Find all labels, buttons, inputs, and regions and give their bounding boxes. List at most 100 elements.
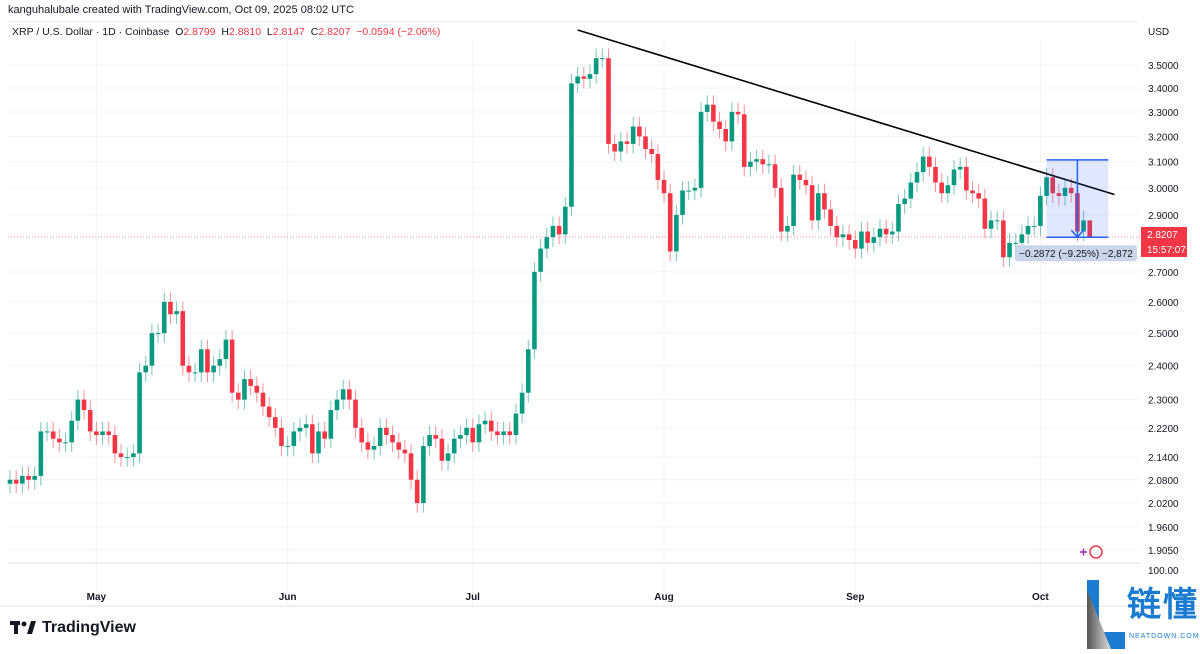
countdown-label: 15:57:07 [1147,245,1186,256]
neatdown-logo-icon [1087,580,1125,649]
currency-label: USD [1148,27,1169,38]
candle-body [1081,220,1086,232]
candle-body [279,427,284,446]
candle-body [402,449,408,454]
candle-body [908,182,914,199]
candle-body [883,228,889,235]
candle-body [945,185,951,194]
candle-body [741,114,747,167]
candle-body [458,435,463,439]
candle-body [347,389,352,400]
candle-body [414,479,420,504]
candle-body [32,475,37,480]
last-price-badge [1141,226,1187,257]
price-axis[interactable]: 3.5000 3.4000 3.3000 3.2000 3.1000 3.0000 2.90… [1141,27,1187,577]
candle-body [322,431,327,439]
candle-body [291,431,297,446]
candle-body [791,174,796,226]
price-tick-label: 2.6000 [1148,298,1179,309]
drawings[interactable]: −0.2872 (−9.25%) −2,872 [577,29,1137,559]
time-tick-label: Oct [1032,592,1049,603]
time-tick-label: Sep [846,592,864,603]
candle-body [532,271,537,350]
candle-body [464,427,469,436]
tradingview-logo[interactable]: TradingView [10,619,136,637]
time-tick-label: Jul [466,592,481,603]
candle-body [223,339,229,360]
time-axis[interactable]: May Jun Jul Aug Sep Oct [87,592,1050,603]
candle-body [131,453,136,458]
candle-body [513,413,519,436]
candle-body [266,406,272,418]
candle-body [587,74,593,79]
candle-body [643,136,648,149]
candle-body [69,420,74,443]
candle-body [211,365,216,373]
neatdown-watermark: 链懂 NEATDOWN.COM [1085,580,1200,649]
candle-body [612,143,617,152]
candle-body [840,234,846,238]
symbol-title[interactable]: XRP / U.S. Dollar · 1D · Coinbase [12,26,170,38]
candle-body [7,479,13,484]
candle-body [593,58,599,75]
price-tick-label: 2.5000 [1148,329,1179,340]
candle-body [723,128,729,142]
change-value: −0.0594 (−2.06%) [356,26,441,38]
candle-body [982,198,988,229]
high-label: H [221,26,229,38]
candle-body [328,410,334,439]
candle-body [649,148,654,155]
candle-body [1087,220,1093,237]
candle-body [859,231,864,249]
candle-body [822,193,827,210]
low-value: 2.8147 [272,26,305,38]
candle-body [143,365,149,373]
candle-body [766,164,772,166]
candle-body [168,301,173,315]
candle-body [544,237,550,249]
candle-body [408,453,414,480]
candle-body [760,159,766,165]
candle-body [20,475,25,484]
candle-body [686,190,691,192]
candle-body [661,179,667,194]
candle-body [186,365,192,373]
candle-body [63,442,68,444]
symbol-legend: XRP / U.S. Dollar · 1D · Coinbase O2.879… [8,21,1138,39]
candle-body [334,399,340,411]
price-tick-label: 3.1000 [1148,158,1179,169]
candle-body [57,438,62,443]
candle-body [1044,177,1049,196]
low-label: L [266,26,273,38]
price-tick-label: 1.9050 [1148,546,1179,557]
candle-body [538,248,543,272]
measure-label-bg [1015,245,1137,262]
price-tick-label: 3.4000 [1148,84,1179,95]
time-tick-label: Jun [279,592,297,603]
candle-body [896,203,901,232]
last-price-label: 2.8207 [1147,230,1178,241]
candle-body [667,193,673,252]
candle-body [340,389,346,400]
candle-body [390,435,395,443]
candle-body [815,193,821,221]
candle-body [44,431,50,433]
price-tick-label: 2.4000 [1148,362,1179,373]
candle-body [303,424,309,428]
candle-body [26,475,31,480]
price-tick-label: 2.1400 [1148,453,1179,464]
candle-body [846,234,852,241]
candle-body [470,427,476,443]
candle-body [1013,242,1019,244]
candle-body [550,225,556,238]
close-value: 2.8207 [318,26,351,38]
candle-body [871,237,877,243]
candle-body [988,220,994,229]
candles [7,48,1093,513]
candle-body [235,392,241,400]
candle-body [902,198,907,204]
candle-body [260,392,266,407]
candle-body [377,427,383,446]
candle-body [75,399,81,421]
